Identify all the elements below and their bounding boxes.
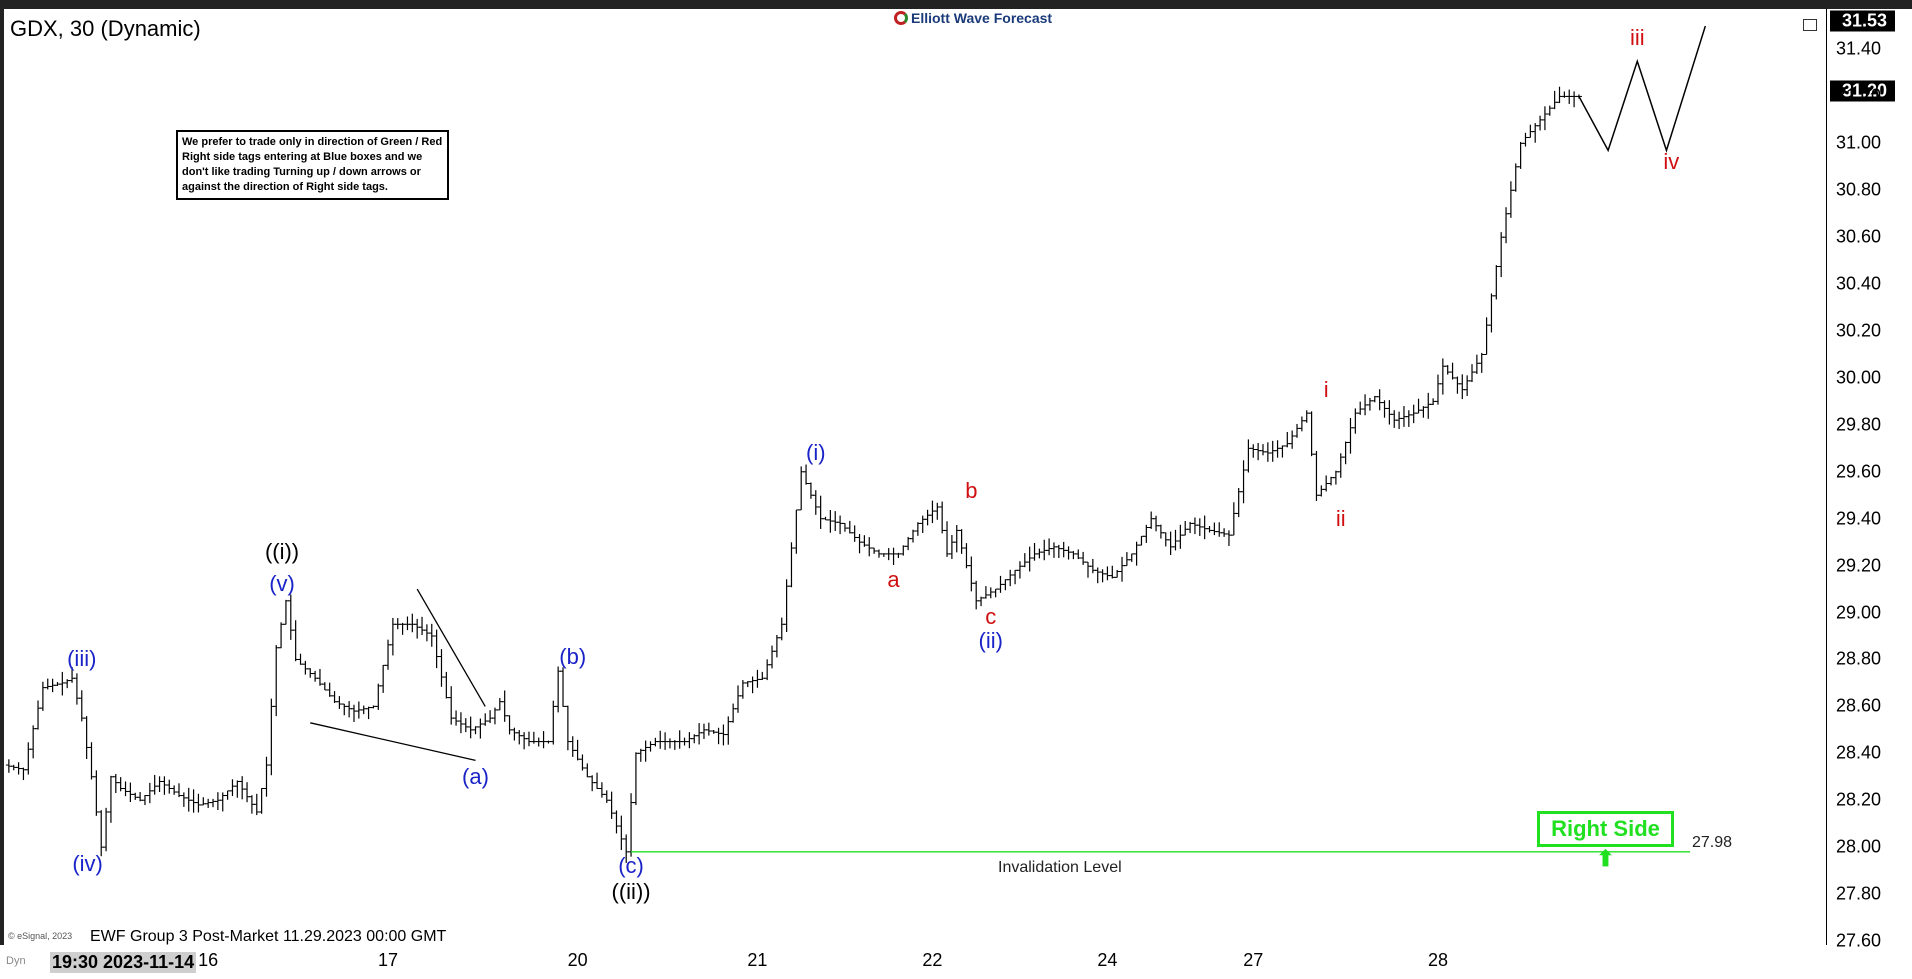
arrow-up-icon: ⬆ <box>1596 846 1615 871</box>
x-tick-label: 28 <box>1427 950 1448 970</box>
y-tick-label: 28.20 <box>1836 789 1882 810</box>
y-tick-label: 29.00 <box>1836 602 1882 623</box>
triangle-trendline <box>416 588 486 707</box>
wave-label: ((i)) <box>264 538 300 564</box>
logo: Elliott Wave Forecast <box>894 10 1052 26</box>
y-tick-label: 28.60 <box>1836 695 1882 716</box>
invalidation-label: Invalidation Level <box>998 859 1122 876</box>
y-tick-label: 29.40 <box>1836 508 1882 529</box>
y-tick-label: 30.00 <box>1836 367 1882 388</box>
right-side-label: Right Side <box>1551 816 1660 841</box>
wave-label: (b) <box>559 644 587 670</box>
top-price-tag: 31.53 <box>1830 10 1896 32</box>
copyright: © eSignal, 2023 <box>8 931 73 941</box>
y-tick-label: 30.20 <box>1836 320 1882 341</box>
x-tick-label: 21 <box>747 950 768 970</box>
wave-label: c <box>985 604 997 630</box>
wave-label: b <box>965 477 978 503</box>
wave-label: iii <box>1629 24 1645 50</box>
invalidation-value: 27.98 <box>1692 834 1733 851</box>
y-tick-label: 28.80 <box>1836 648 1882 669</box>
window-left-border <box>0 9 4 979</box>
x-tick-label: 17 <box>378 950 399 970</box>
y-tick-label: 28.00 <box>1836 836 1882 857</box>
logo-text: Elliott Wave Forecast <box>911 10 1053 26</box>
right-side-tag: Right Side ⬆ <box>1537 811 1674 871</box>
window-top-border <box>0 0 1912 9</box>
x-tick-label: 20 <box>567 950 588 970</box>
wave-label: ii <box>1335 505 1346 531</box>
wave-label: (c) <box>618 852 644 878</box>
y-tick-label: 30.60 <box>1836 226 1882 247</box>
y-tick-label: 31.00 <box>1836 132 1882 153</box>
y-tick-label: 30.80 <box>1836 179 1882 200</box>
wave-label: (a) <box>462 763 489 789</box>
x-tick-label: 27 <box>1243 950 1264 970</box>
y-tick-label: 29.80 <box>1836 414 1882 435</box>
dyn-label: Dyn <box>6 955 26 967</box>
y-tick-label: 28.40 <box>1836 742 1882 763</box>
y-tick-label: 29.60 <box>1836 461 1882 482</box>
footer-text: EWF Group 3 Post-Market 11.29.2023 00:00… <box>90 928 447 945</box>
y-tick-label: 30.40 <box>1836 273 1882 294</box>
wave-label: a <box>887 566 900 592</box>
price-plot-area[interactable] <box>0 0 1826 945</box>
time-axis[interactable] <box>0 945 1912 979</box>
y-tick-label: 27.60 <box>1836 930 1882 951</box>
price-axis[interactable] <box>1826 9 1912 945</box>
start-time: 19:30 2023-11-14 <box>50 952 197 973</box>
projection-path <box>1578 25 1707 153</box>
x-tick-label: 24 <box>1097 950 1118 970</box>
logo-icon <box>894 11 908 25</box>
x-tick-label: 16 <box>198 950 219 970</box>
y-tick-label: 31.40 <box>1836 38 1882 59</box>
y-tick-label: 31.20 <box>1836 85 1882 106</box>
wave-label: iv <box>1663 149 1680 175</box>
chart-title: GDX, 30 (Dynamic) <box>10 16 201 41</box>
wave-label: (iv) <box>72 850 103 876</box>
triangle-trendline <box>310 722 476 761</box>
window-restore-icon[interactable] <box>1803 19 1817 31</box>
wave-label: (ii) <box>978 627 1003 653</box>
last-price-tag: 31.20 <box>1830 80 1896 102</box>
wave-label: (iii) <box>67 646 97 672</box>
y-tick-label: 27.80 <box>1836 883 1882 904</box>
trading-note: We prefer to trade only in direction of … <box>176 130 449 200</box>
wave-label: (i) <box>805 440 826 466</box>
wave-label: ((ii)) <box>611 878 651 904</box>
wave-label: i <box>1323 376 1329 402</box>
x-tick-label: 22 <box>922 950 943 970</box>
wave-label: (v) <box>269 571 295 597</box>
y-tick-label: 29.20 <box>1836 555 1882 576</box>
